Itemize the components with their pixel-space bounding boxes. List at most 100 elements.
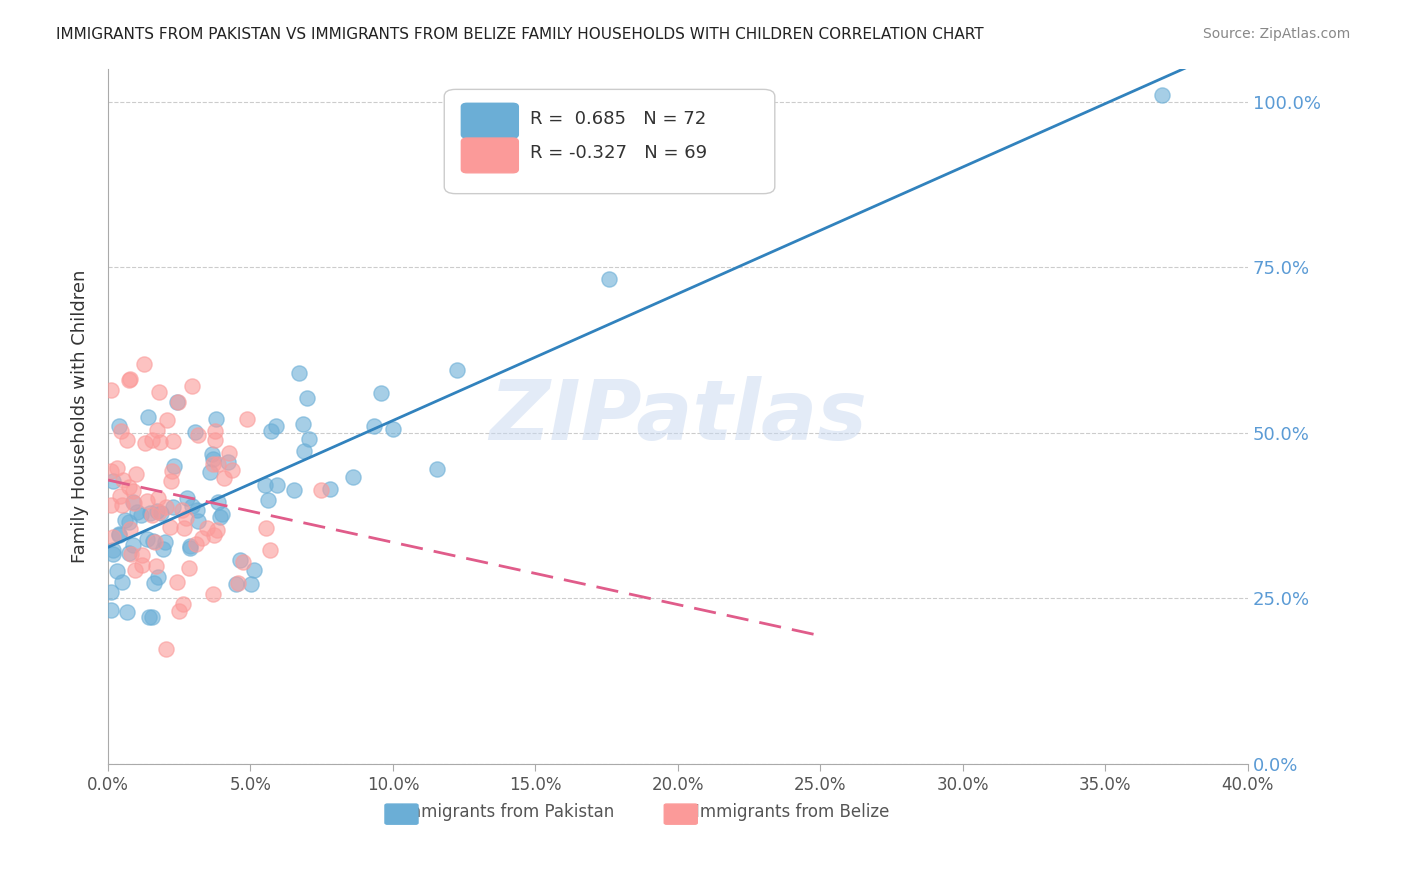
Point <box>264 419 287 434</box>
Point <box>124 496 146 510</box>
Point <box>191 532 214 546</box>
Point <box>205 412 228 426</box>
Point <box>150 506 173 520</box>
Point <box>163 459 186 474</box>
Point <box>111 498 134 512</box>
Point <box>141 433 163 447</box>
Point <box>132 358 155 372</box>
Point <box>159 520 181 534</box>
Point <box>100 603 122 617</box>
Point <box>236 412 259 426</box>
Point <box>107 564 129 578</box>
Point <box>172 503 194 517</box>
Point <box>155 642 177 657</box>
Point <box>211 507 233 521</box>
Point <box>446 363 468 377</box>
Point <box>207 457 229 471</box>
Point <box>105 461 128 475</box>
Point <box>221 463 243 477</box>
Point <box>179 539 201 553</box>
Point <box>160 464 183 478</box>
Point <box>112 473 135 487</box>
Y-axis label: Family Households with Children: Family Households with Children <box>72 269 89 563</box>
Point <box>162 500 184 514</box>
Point <box>298 433 321 447</box>
Point <box>138 609 160 624</box>
Point <box>209 509 232 524</box>
Point <box>181 499 204 513</box>
Point <box>107 528 129 542</box>
Text: Immigrants from Belize: Immigrants from Belize <box>695 804 889 822</box>
Point <box>259 543 281 558</box>
Point <box>101 530 124 544</box>
Point <box>167 395 190 409</box>
Point <box>297 391 319 405</box>
Point <box>138 506 160 520</box>
Point <box>218 446 240 460</box>
Point <box>283 483 305 497</box>
Point <box>177 561 200 575</box>
Point <box>118 515 141 529</box>
Point <box>101 547 124 561</box>
FancyBboxPatch shape <box>461 138 519 173</box>
Point <box>142 575 165 590</box>
Point <box>201 451 224 466</box>
Point <box>232 555 254 569</box>
Point <box>118 522 141 536</box>
Point <box>207 495 229 509</box>
Point <box>153 534 176 549</box>
Point <box>149 434 172 449</box>
Point <box>176 491 198 505</box>
Point <box>198 465 221 479</box>
Point <box>118 373 141 387</box>
Point <box>202 528 225 542</box>
Point <box>125 467 148 481</box>
FancyBboxPatch shape <box>444 89 775 194</box>
Point <box>204 433 226 447</box>
Text: ZIPatlas: ZIPatlas <box>489 376 868 457</box>
Point <box>142 533 165 548</box>
Point <box>184 425 207 439</box>
Point <box>292 417 315 432</box>
Point <box>1152 88 1174 103</box>
Point <box>111 575 134 590</box>
Text: IMMIGRANTS FROM PAKISTAN VS IMMIGRANTS FROM BELIZE FAMILY HOUSEHOLDS WITH CHILDR: IMMIGRANTS FROM PAKISTAN VS IMMIGRANTS F… <box>56 27 984 42</box>
Point <box>110 425 132 439</box>
Point <box>155 500 177 515</box>
Point <box>100 383 122 397</box>
Point <box>201 586 224 600</box>
Point <box>167 603 190 617</box>
Point <box>120 547 142 561</box>
Point <box>136 494 159 508</box>
Point <box>309 483 332 497</box>
FancyBboxPatch shape <box>461 103 519 138</box>
Point <box>292 443 315 458</box>
Point <box>146 423 169 437</box>
Point <box>186 503 208 517</box>
Point <box>117 546 139 560</box>
Point <box>122 495 145 509</box>
Point <box>225 577 247 591</box>
Point <box>173 521 195 535</box>
Point <box>166 575 188 590</box>
Point <box>166 395 188 409</box>
Point <box>101 474 124 488</box>
Point <box>426 462 449 476</box>
Point <box>204 424 226 438</box>
Point <box>115 606 138 620</box>
Point <box>342 470 364 484</box>
Point <box>257 493 280 508</box>
Point <box>195 521 218 535</box>
FancyBboxPatch shape <box>385 804 418 824</box>
Point <box>143 535 166 549</box>
Point <box>120 372 142 386</box>
Point <box>239 577 262 591</box>
Point <box>134 435 156 450</box>
Point <box>172 598 194 612</box>
Point <box>288 367 311 381</box>
Point <box>117 434 139 448</box>
Point <box>318 482 340 496</box>
Point <box>148 385 170 400</box>
Point <box>136 410 159 425</box>
Point <box>136 532 159 546</box>
